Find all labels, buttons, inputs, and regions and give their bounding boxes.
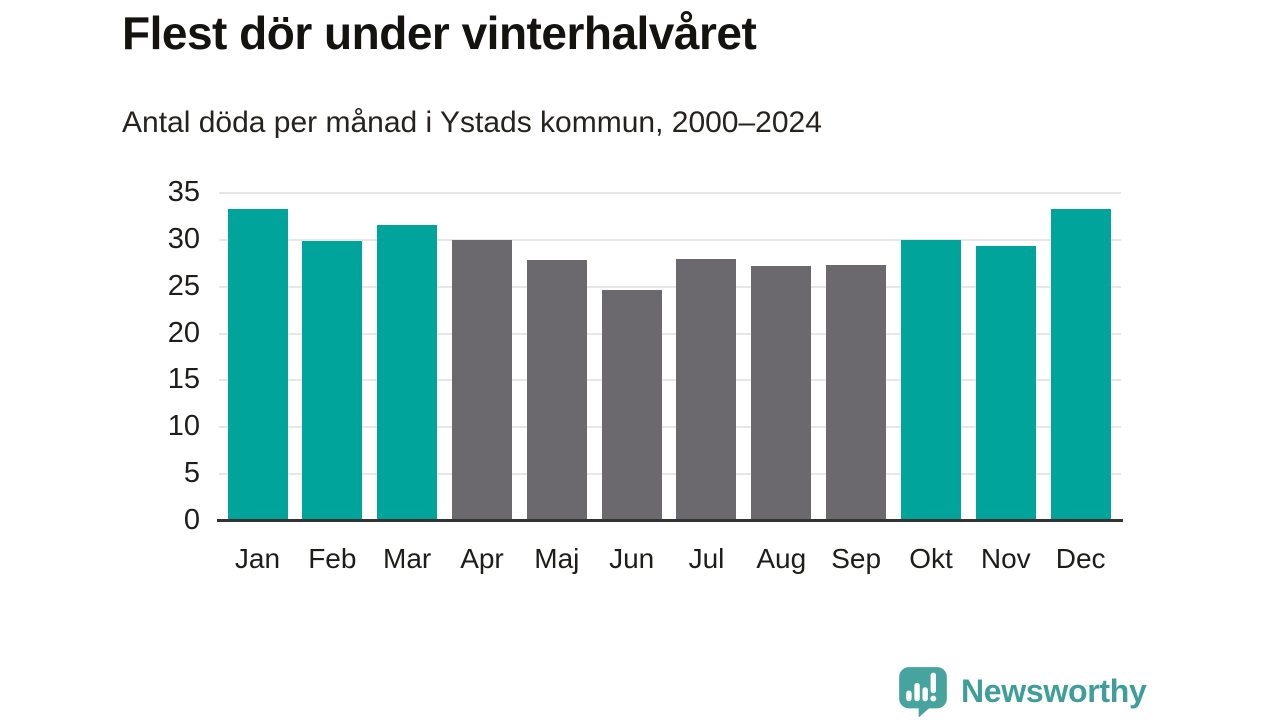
x-tick-label-okt: Okt xyxy=(909,543,953,574)
gridline-35 xyxy=(219,192,1121,194)
bar-nov xyxy=(975,246,1036,521)
x-tick-label-dec: Dec xyxy=(1055,543,1106,574)
x-tick-label-jan: Jan xyxy=(234,543,281,574)
chart-subtitle: Antal döda per månad i Ystads kommun, 20… xyxy=(122,106,822,139)
gridline-20 xyxy=(219,332,1121,335)
bar-maj xyxy=(526,259,587,521)
y-tick-label-25: 25 xyxy=(167,269,200,302)
y-tick-label-35: 35 xyxy=(167,175,200,208)
gridline-10 xyxy=(219,426,1121,429)
x-tick-label-aug: Aug xyxy=(756,543,807,574)
x-tick-label-sep: Sep xyxy=(831,543,882,574)
x-tick-label-apr: Apr xyxy=(460,543,504,574)
y-tick-label-10: 10 xyxy=(167,410,200,443)
y-tick-label-15: 15 xyxy=(167,363,200,396)
x-tick-label-nov: Nov xyxy=(980,543,1031,574)
gridline-25 xyxy=(219,285,1121,288)
chart-title: Flest dör under vinterhalvåret xyxy=(122,7,757,59)
gridline-5 xyxy=(219,473,1121,476)
x-tick-label-mar: Mar xyxy=(383,543,432,574)
bar-sep xyxy=(826,265,887,521)
bar-okt xyxy=(900,239,961,521)
plot-area: Jan Feb Mar Apr Maj Jun Jul Aug Sep Okt Nov Dec xyxy=(217,192,1123,574)
newsworthy-logo: Newsworthy xyxy=(897,665,1147,717)
y-tick-label-5: 5 xyxy=(183,457,200,490)
bar-feb xyxy=(302,240,363,521)
newsworthy-logo-text: Newsworthy xyxy=(961,672,1147,709)
x-tick-label-feb: Feb xyxy=(308,543,357,574)
y-tick-label-0: 0 xyxy=(183,503,200,536)
gridline-15 xyxy=(219,379,1121,382)
x-tick-label-jun: Jun xyxy=(609,543,655,574)
bar-mar xyxy=(377,224,438,521)
x-axis-line xyxy=(217,519,1123,522)
x-tick-label-maj: Maj xyxy=(534,543,580,574)
bar-jan xyxy=(227,208,288,521)
bar-aug xyxy=(751,266,812,521)
x-tick-label-jul: Jul xyxy=(688,543,725,574)
y-axis: 0 5 10 15 20 25 30 35 xyxy=(140,177,200,534)
bar-jun xyxy=(601,290,662,521)
bar-dec xyxy=(1050,208,1111,521)
newsworthy-speech-bubble-icon xyxy=(899,667,947,717)
y-tick-label-20: 20 xyxy=(167,316,200,349)
gridline-30 xyxy=(219,238,1121,241)
bar-apr xyxy=(451,239,512,521)
y-tick-label-30: 30 xyxy=(167,222,200,255)
bar-jul xyxy=(676,258,737,521)
